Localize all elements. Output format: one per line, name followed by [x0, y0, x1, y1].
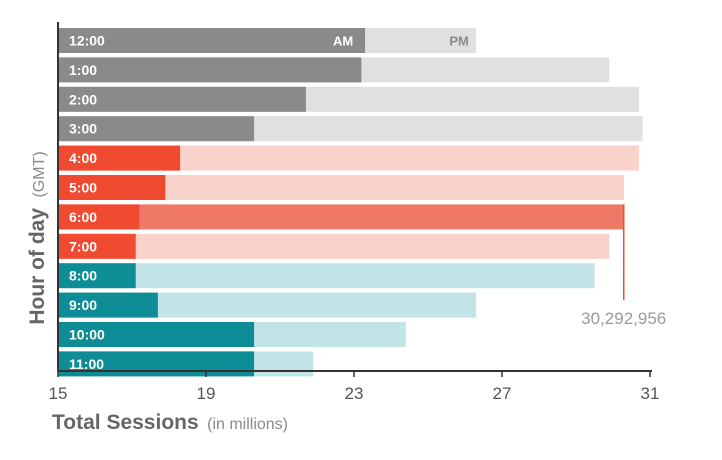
row-label-2-00: 2:00 [69, 91, 97, 107]
bar-am-10-00 [58, 322, 255, 347]
row-label-1-00: 1:00 [69, 62, 97, 78]
bar-am-6-00 [58, 204, 140, 230]
x-axis-title: Total Sessions (in millions) [52, 411, 288, 434]
bar-am-8-00 [58, 263, 136, 289]
y-axis-title-note: (GMT) [31, 151, 48, 197]
x-ticks: 15 19 23 27 31 [49, 371, 660, 403]
x-tick-label-31: 31 [641, 384, 660, 403]
bar-am-2-00 [58, 86, 306, 112]
bar-pm-6-00 [58, 204, 624, 230]
row-label-3-00: 3:00 [69, 121, 97, 137]
x-axis-title-main: Total Sessions [52, 411, 199, 434]
y-axis-title-main: Hour of day [26, 208, 49, 325]
row-label-6-00: 6:00 [69, 209, 97, 225]
bar-am-5-00 [58, 175, 166, 200]
pm-label: PM [449, 34, 469, 49]
highlight-callout: 30,292,956 [581, 204, 666, 328]
row-label-4-00: 4:00 [69, 150, 97, 166]
bar-am-12-00 [58, 28, 366, 53]
bar-am-11-00 [58, 351, 255, 377]
x-tick-label-23: 23 [345, 384, 364, 403]
row-label-9-00: 9:00 [69, 297, 97, 313]
bar-pm-8-00 [58, 263, 595, 289]
row-label-12-00: 12:00 [69, 33, 105, 49]
bar-am-4-00 [58, 145, 181, 171]
bars-layer [58, 28, 643, 377]
row-label-5-00: 5:00 [69, 180, 97, 196]
bar-am-3-00 [58, 116, 255, 142]
am-label: AM [333, 34, 353, 49]
x-tick-label-27: 27 [493, 384, 512, 403]
bar-am-7-00 [58, 233, 136, 259]
bar-am-1-00 [58, 57, 362, 83]
row-label-11-00: 11:00 [69, 356, 104, 372]
bar-pm-7-00 [58, 233, 610, 259]
bar-am-9-00 [58, 292, 158, 318]
row-labels-layer: 12:00 1:00 2:00 3:00 4:00 5:00 6:00 7:00 8:00 9:0… [69, 33, 105, 372]
row-label-10-00: 10:00 [69, 327, 105, 343]
highlight-value-label: 30,292,956 [581, 309, 666, 328]
x-axis-title-note: (in millions) [207, 416, 288, 433]
row-label-7-00: 7:00 [69, 238, 97, 254]
x-tick-label-15: 15 [49, 384, 68, 403]
x-tick-label-19: 19 [197, 384, 216, 403]
row-label-8-00: 8:00 [69, 268, 97, 284]
y-axis-title: Hour of day (GMT) [26, 151, 49, 324]
